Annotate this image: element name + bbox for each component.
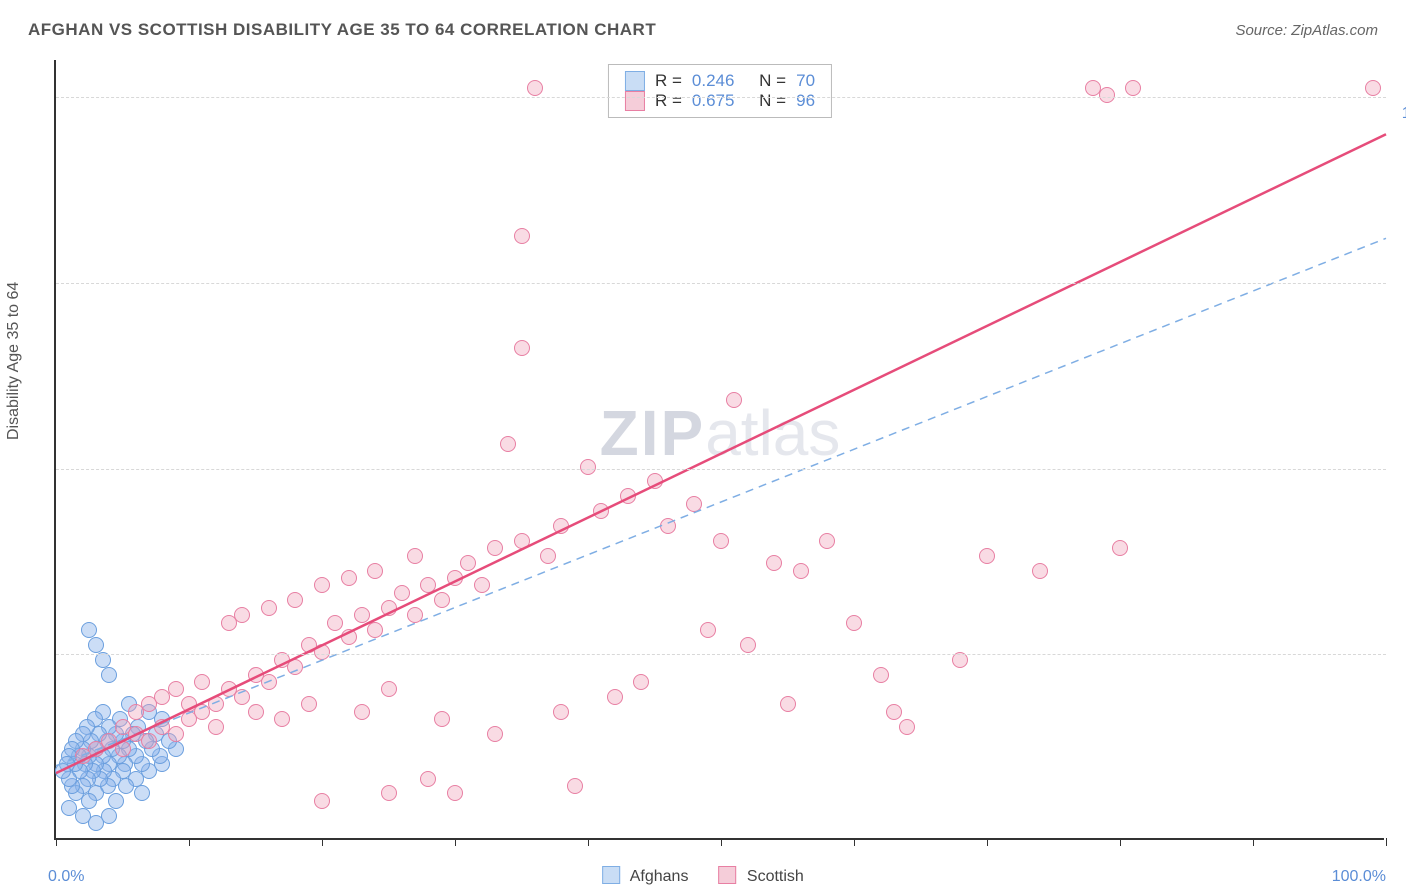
x-tick [1253, 838, 1254, 846]
stats-n-value: 96 [796, 91, 815, 111]
scottish-swatch-icon [625, 91, 645, 111]
gridline [56, 283, 1386, 284]
chart-title: AFGHAN VS SCOTTISH DISABILITY AGE 35 TO … [28, 20, 656, 40]
stats-r-value: 0.246 [692, 71, 735, 91]
legend-item-scottish: Scottish [718, 866, 803, 886]
x-tick [588, 838, 589, 846]
legend-label: Afghans [630, 868, 689, 885]
x-tick [987, 838, 988, 846]
source-attribution: Source: ZipAtlas.com [1235, 22, 1378, 39]
x-tick [1120, 838, 1121, 846]
stats-n-label: N = [759, 71, 786, 91]
x-tick [1386, 838, 1387, 846]
y-tick-label: 100.0% [1396, 105, 1406, 123]
gridline [56, 469, 1386, 470]
x-tick [455, 838, 456, 846]
x-axis-max-label: 100.0% [1332, 868, 1386, 886]
stats-n-label: N = [759, 91, 786, 111]
gridline [56, 654, 1386, 655]
gridline [56, 97, 1386, 98]
x-tick [322, 838, 323, 846]
legend-label: Scottish [747, 868, 804, 885]
x-tick [189, 838, 190, 846]
stats-r-value: 0.675 [692, 91, 735, 111]
stats-row-scottish: R = 0.675 N = 96 [625, 91, 815, 111]
afghans-swatch-icon [625, 71, 645, 91]
scottish-swatch-icon [718, 866, 736, 884]
x-tick [56, 838, 57, 846]
stats-r-label: R = [655, 71, 682, 91]
stats-row-afghans: R = 0.246 N = 70 [625, 71, 815, 91]
stats-r-label: R = [655, 91, 682, 111]
afghans-swatch-icon [602, 866, 620, 884]
y-tick-label: 25.0% [1396, 662, 1406, 680]
y-axis-label: Disability Age 35 to 64 [5, 282, 23, 440]
correlation-stats-box: R = 0.246 N = 70 R = 0.675 N = 96 [608, 64, 832, 118]
x-axis-min-label: 0.0% [48, 868, 84, 886]
trend-lines-layer [56, 60, 1386, 840]
x-tick [854, 838, 855, 846]
chart-header: AFGHAN VS SCOTTISH DISABILITY AGE 35 TO … [0, 0, 1406, 50]
legend: Afghans Scottish [602, 866, 804, 886]
x-tick [721, 838, 722, 846]
trend-line [56, 238, 1386, 765]
chart-area: ZIPatlas R = 0.246 N = 70 R = 0.675 N = … [54, 60, 1384, 840]
stats-n-value: 70 [796, 71, 815, 91]
plot-region: ZIPatlas R = 0.246 N = 70 R = 0.675 N = … [54, 60, 1384, 840]
trend-line [56, 134, 1386, 773]
y-tick-label: 75.0% [1396, 291, 1406, 309]
legend-item-afghans: Afghans [602, 866, 688, 886]
y-tick-label: 50.0% [1396, 477, 1406, 495]
